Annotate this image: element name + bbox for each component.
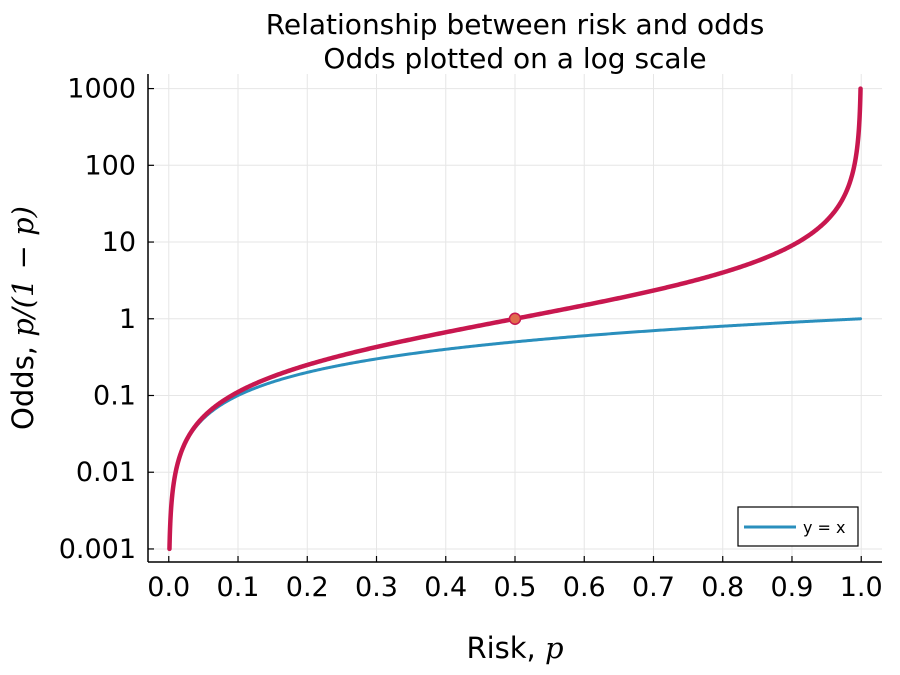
x-tick-label: 0.3 xyxy=(355,572,398,603)
chart-subtitle: Odds plotted on a log scale xyxy=(323,42,706,75)
x-tick-label: 0.1 xyxy=(217,572,260,603)
x-axis-label-math: p xyxy=(545,631,564,665)
y-tick-label: 100 xyxy=(84,150,136,181)
y-tick-label: 1 xyxy=(119,304,136,335)
legend-label-y-equals-x: y = x xyxy=(803,518,846,537)
chart-title: Relationship between risk and odds xyxy=(266,8,765,41)
x-tick-label: 0.8 xyxy=(701,572,744,603)
x-tick-label: 0.6 xyxy=(563,572,606,603)
data-points xyxy=(508,312,522,326)
x-ticks: 0.0 0.1 0.2 0.3 0.4 0.5 0.6 0.7 0.8 0.9 1.0 xyxy=(147,556,883,603)
x-tick-label: 0.7 xyxy=(632,572,675,603)
gridlines xyxy=(148,74,882,562)
x-tick-label: 0.2 xyxy=(286,572,329,603)
y-tick-label: 1000 xyxy=(67,74,136,105)
y-ticks: 0.001 0.01 0.1 1 10 100 1000 xyxy=(59,74,154,565)
y-tick-label: 0.1 xyxy=(93,380,136,411)
y-axis-label-math: p/(1 − p) xyxy=(6,206,40,337)
y-tick-label: 0.001 xyxy=(59,534,136,565)
x-tick-label: 0.0 xyxy=(147,572,190,603)
x-axis-label: Risk, p xyxy=(466,631,563,665)
y-tick-label: 0.01 xyxy=(76,457,136,488)
x-tick-label: 0.4 xyxy=(424,572,467,603)
highlight-point-p-0.5 xyxy=(508,312,522,326)
legend: y = x xyxy=(737,506,859,547)
x-tick-label: 1.0 xyxy=(840,572,883,603)
x-tick-label: 0.5 xyxy=(494,572,537,603)
y-tick-label: 10 xyxy=(102,227,136,258)
y-axis-label-text: Odds, xyxy=(6,337,40,430)
x-axis-label-text: Risk, xyxy=(466,631,545,665)
y-axis-label: Odds, p/(1 − p) xyxy=(6,206,40,430)
x-tick-label: 0.9 xyxy=(771,572,814,603)
